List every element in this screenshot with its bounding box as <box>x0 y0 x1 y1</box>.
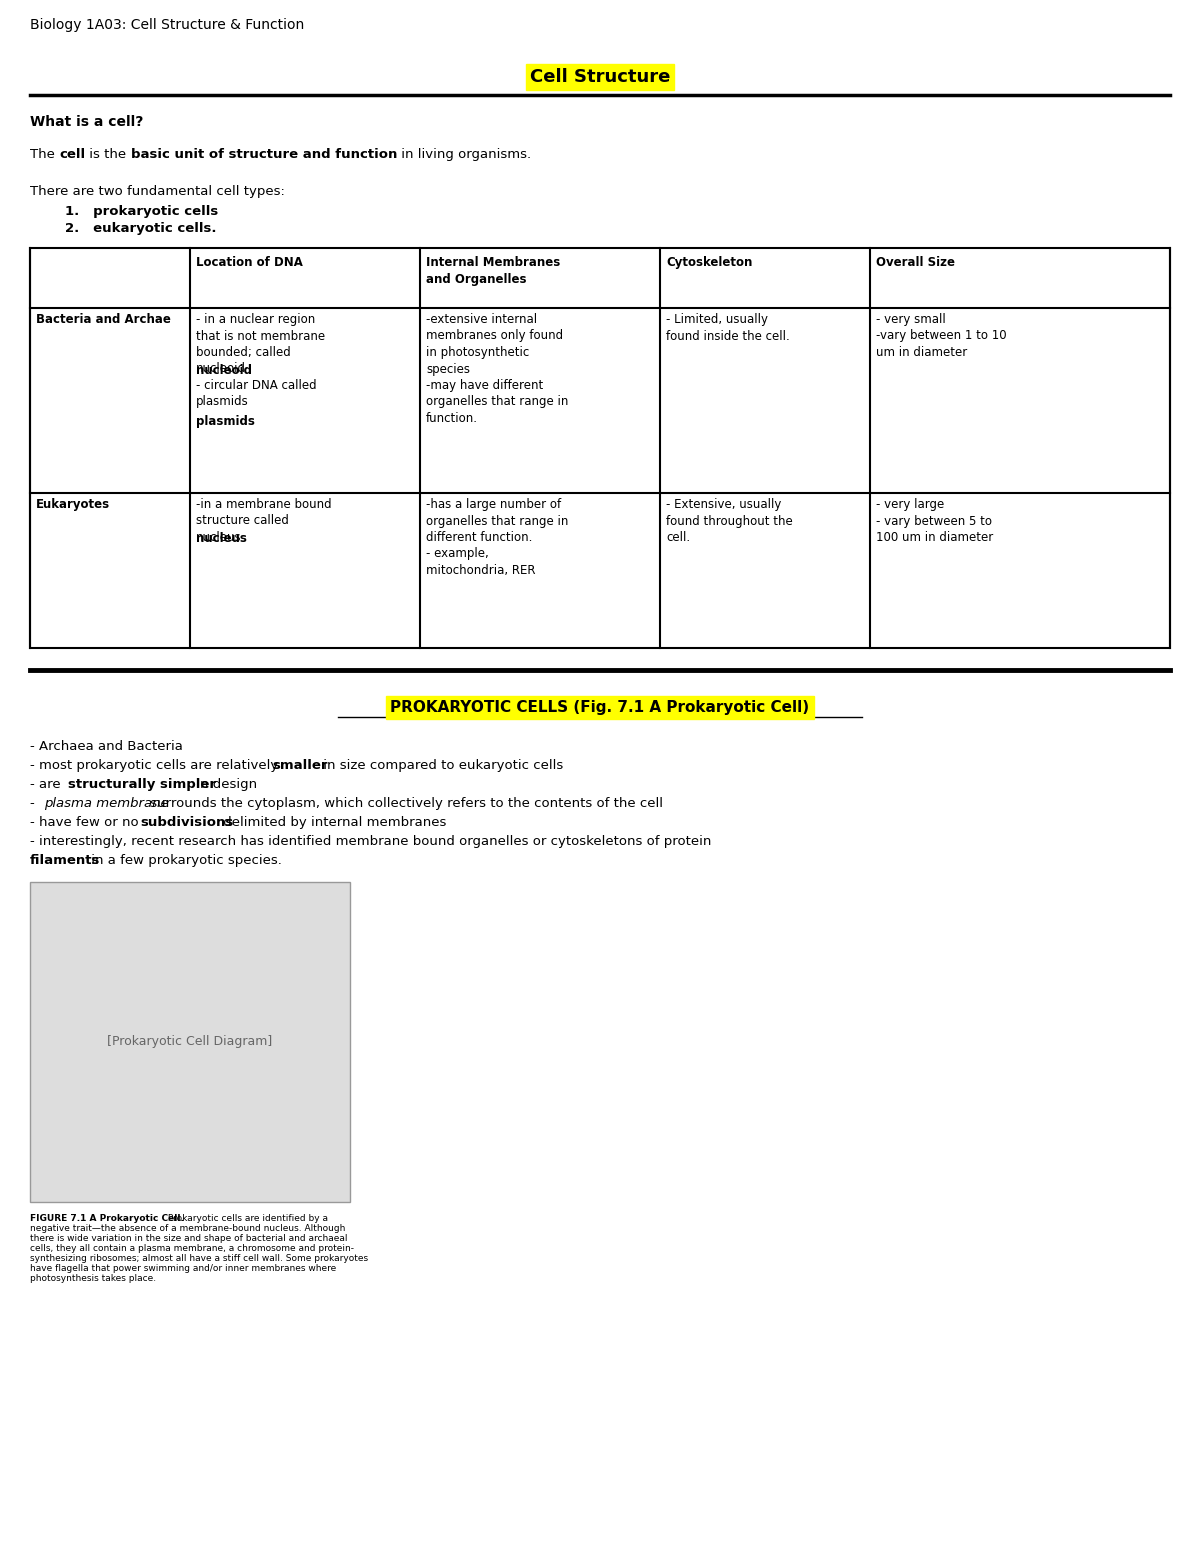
Text: basic unit of structure and function: basic unit of structure and function <box>131 148 397 162</box>
Text: Bacteria and Archae: Bacteria and Archae <box>36 314 170 326</box>
Text: 2.   eukaryotic cells.: 2. eukaryotic cells. <box>65 222 216 235</box>
Text: - Extensive, usually
found throughout the
cell.: - Extensive, usually found throughout th… <box>666 499 793 544</box>
Text: subdivisions: subdivisions <box>140 815 233 829</box>
Text: filaments: filaments <box>30 854 101 867</box>
Text: nucleoid: nucleoid <box>196 363 252 377</box>
Text: plasma membrane: plasma membrane <box>44 797 169 811</box>
Text: FIGURE 7.1 A Prokaryotic Cell.: FIGURE 7.1 A Prokaryotic Cell. <box>30 1214 184 1224</box>
Text: negative trait—the absence of a membrane-bound nucleus. Although: negative trait—the absence of a membrane… <box>30 1224 346 1233</box>
Text: -: - <box>30 797 38 811</box>
Text: - most prokaryotic cells are relatively: - most prokaryotic cells are relatively <box>30 759 282 772</box>
Text: photosynthesis takes place.: photosynthesis takes place. <box>30 1273 156 1283</box>
Text: plasmids: plasmids <box>196 415 254 429</box>
Text: - interestingly, recent research has identified membrane bound organelles or cyt: - interestingly, recent research has ide… <box>30 836 712 848</box>
Text: - are: - are <box>30 778 65 790</box>
Text: cells, they all contain a plasma membrane, a chromosome and protein-: cells, they all contain a plasma membran… <box>30 1244 354 1253</box>
Text: structurally simpler: structurally simpler <box>68 778 216 790</box>
Text: in a few prokaryotic species.: in a few prokaryotic species. <box>88 854 282 867</box>
Text: PROKARYOTIC CELLS (Fig. 7.1 A Prokaryotic Cell): PROKARYOTIC CELLS (Fig. 7.1 A Prokaryoti… <box>390 700 810 714</box>
Text: - have few or no: - have few or no <box>30 815 143 829</box>
Bar <box>30 248 1170 648</box>
Text: - Limited, usually
found inside the cell.: - Limited, usually found inside the cell… <box>666 314 790 343</box>
Text: Cytoskeleton: Cytoskeleton <box>666 256 752 269</box>
Text: is the: is the <box>85 148 131 162</box>
Text: - in a nuclear region
that is not membrane
bounded; called
nucleoid
- circular D: - in a nuclear region that is not membra… <box>196 314 325 408</box>
Text: The: The <box>30 148 59 162</box>
Text: smaller: smaller <box>272 759 328 772</box>
Text: in design: in design <box>192 778 257 790</box>
Text: -in a membrane bound
structure called
nucleus: -in a membrane bound structure called nu… <box>196 499 331 544</box>
Text: -has a large number of
organelles that range in
different function.
- example,
m: -has a large number of organelles that r… <box>426 499 569 578</box>
Text: Internal Membranes
and Organelles: Internal Membranes and Organelles <box>426 256 560 286</box>
Text: 1.   prokaryotic cells: 1. prokaryotic cells <box>65 205 218 217</box>
Text: - very large
- vary between 5 to
100 um in diameter: - very large - vary between 5 to 100 um … <box>876 499 994 544</box>
Text: - Archaea and Bacteria: - Archaea and Bacteria <box>30 739 182 753</box>
Text: in living organisms.: in living organisms. <box>397 148 532 162</box>
Text: Location of DNA: Location of DNA <box>196 256 302 269</box>
Text: nucleus: nucleus <box>196 533 247 545</box>
Text: Overall Size: Overall Size <box>876 256 955 269</box>
Text: - very small
-vary between 1 to 10
um in diameter: - very small -vary between 1 to 10 um in… <box>876 314 1007 359</box>
Text: have flagella that power swimming and/or inner membranes where: have flagella that power swimming and/or… <box>30 1264 336 1273</box>
Text: synthesizing ribosomes; almost all have a stiff cell wall. Some prokaryotes: synthesizing ribosomes; almost all have … <box>30 1253 368 1263</box>
Text: There are two fundamental cell types:: There are two fundamental cell types: <box>30 185 284 197</box>
Text: Biology 1A03: Cell Structure & Function: Biology 1A03: Cell Structure & Function <box>30 19 305 33</box>
Text: surrounds the cytoplasm, which collectively refers to the contents of the cell: surrounds the cytoplasm, which collectiv… <box>146 797 662 811</box>
Text: What is a cell?: What is a cell? <box>30 115 143 129</box>
Text: delimited by internal membranes: delimited by internal membranes <box>220 815 446 829</box>
Text: Cell Structure: Cell Structure <box>530 68 670 85</box>
Bar <box>30 882 350 1202</box>
Text: cell: cell <box>59 148 85 162</box>
Text: in size compared to eukaryotic cells: in size compared to eukaryotic cells <box>319 759 563 772</box>
Text: there is wide variation in the size and shape of bacterial and archaeal: there is wide variation in the size and … <box>30 1235 348 1242</box>
Text: Prokaryotic cells are identified by a: Prokaryotic cells are identified by a <box>166 1214 328 1224</box>
Text: Eukaryotes: Eukaryotes <box>36 499 110 511</box>
Text: -extensive internal
membranes only found
in photosynthetic
species
-may have dif: -extensive internal membranes only found… <box>426 314 569 426</box>
Text: [Prokaryotic Cell Diagram]: [Prokaryotic Cell Diagram] <box>107 1036 272 1048</box>
